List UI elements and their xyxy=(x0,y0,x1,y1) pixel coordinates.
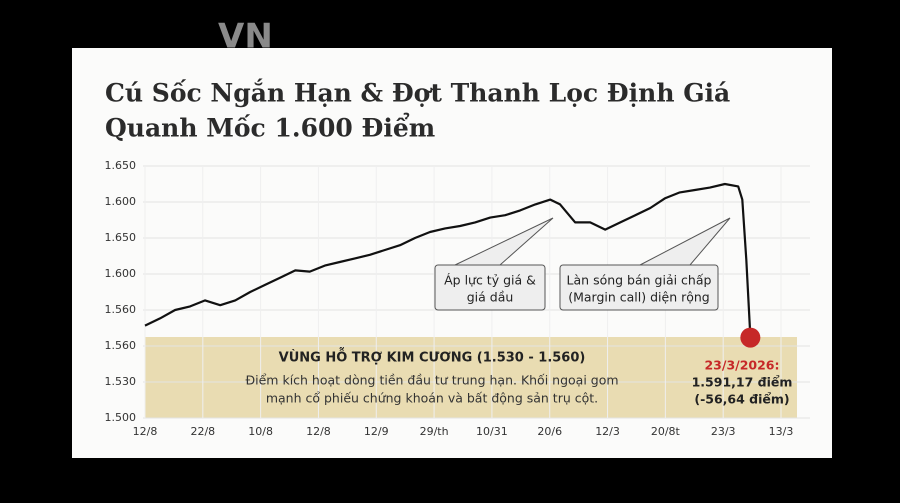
y-tick-label: 1.600 xyxy=(105,195,137,208)
x-tick-label: 10/8 xyxy=(248,425,273,438)
x-tick-label: 29/th xyxy=(420,425,449,438)
y-tick-label: 1.600 xyxy=(105,267,137,280)
y-tick-label: 1.650 xyxy=(105,231,137,244)
note-change: (-56,64 điểm) xyxy=(694,392,789,407)
x-tick-label: 12/8 xyxy=(133,425,158,438)
band-text: Điểm kích hoạt dòng tiền đầu tư trung hạ… xyxy=(245,373,618,388)
y-tick-label: 1.560 xyxy=(105,303,137,316)
callout-text: (Margin call) diện rộng xyxy=(568,290,710,305)
x-tick-label: 12/9 xyxy=(364,425,389,438)
y-tick-label: 1.650 xyxy=(105,159,137,172)
y-tick-label: 1.560 xyxy=(105,339,137,352)
chart-title: Cú Sốc Ngắn Hạn & Đợt Thanh Lọc Định Giá xyxy=(105,79,730,108)
callout-text: Áp lực tỷ giá & xyxy=(444,273,536,288)
x-tick-label: 22/8 xyxy=(190,425,215,438)
callout-box xyxy=(559,264,719,311)
x-tick-label: 12/3 xyxy=(595,425,620,438)
x-tick-label: 20/6 xyxy=(537,425,562,438)
plot: 1.500 1.530 1.560 1.560 1.600 1.650 1.600 1.650… xyxy=(105,159,810,438)
note-value: 1.591,17 điểm xyxy=(692,375,793,390)
end-marker xyxy=(740,327,761,348)
band-text: mạnh cổ phiếu chứng khoán và bất động sả… xyxy=(266,391,598,406)
x-tick-label: 23/3 xyxy=(711,425,736,438)
x-tick-label: 13/3 xyxy=(769,425,794,438)
price-line xyxy=(144,182,752,338)
callout-text: Làn sóng bán giải chấp xyxy=(567,273,712,288)
x-tick-label: 20/8t xyxy=(651,425,681,438)
chart-title: Quanh Mốc 1.600 Điểm xyxy=(105,114,435,143)
y-tick-label: 1.530 xyxy=(105,375,137,388)
x-tick-label: 12/8 xyxy=(306,425,331,438)
support-band xyxy=(145,337,797,418)
callout-box xyxy=(434,264,546,311)
x-tick-label: 10/31 xyxy=(476,425,508,438)
y-tick-label: 1.500 xyxy=(105,411,137,424)
band-title: VÙNG HỖ TRỢ KIM CƯƠNG (1.530 - 1.560) xyxy=(279,348,586,366)
callout-text: giá dầu xyxy=(467,290,514,305)
note-date: 23/3/2026: xyxy=(704,358,779,373)
